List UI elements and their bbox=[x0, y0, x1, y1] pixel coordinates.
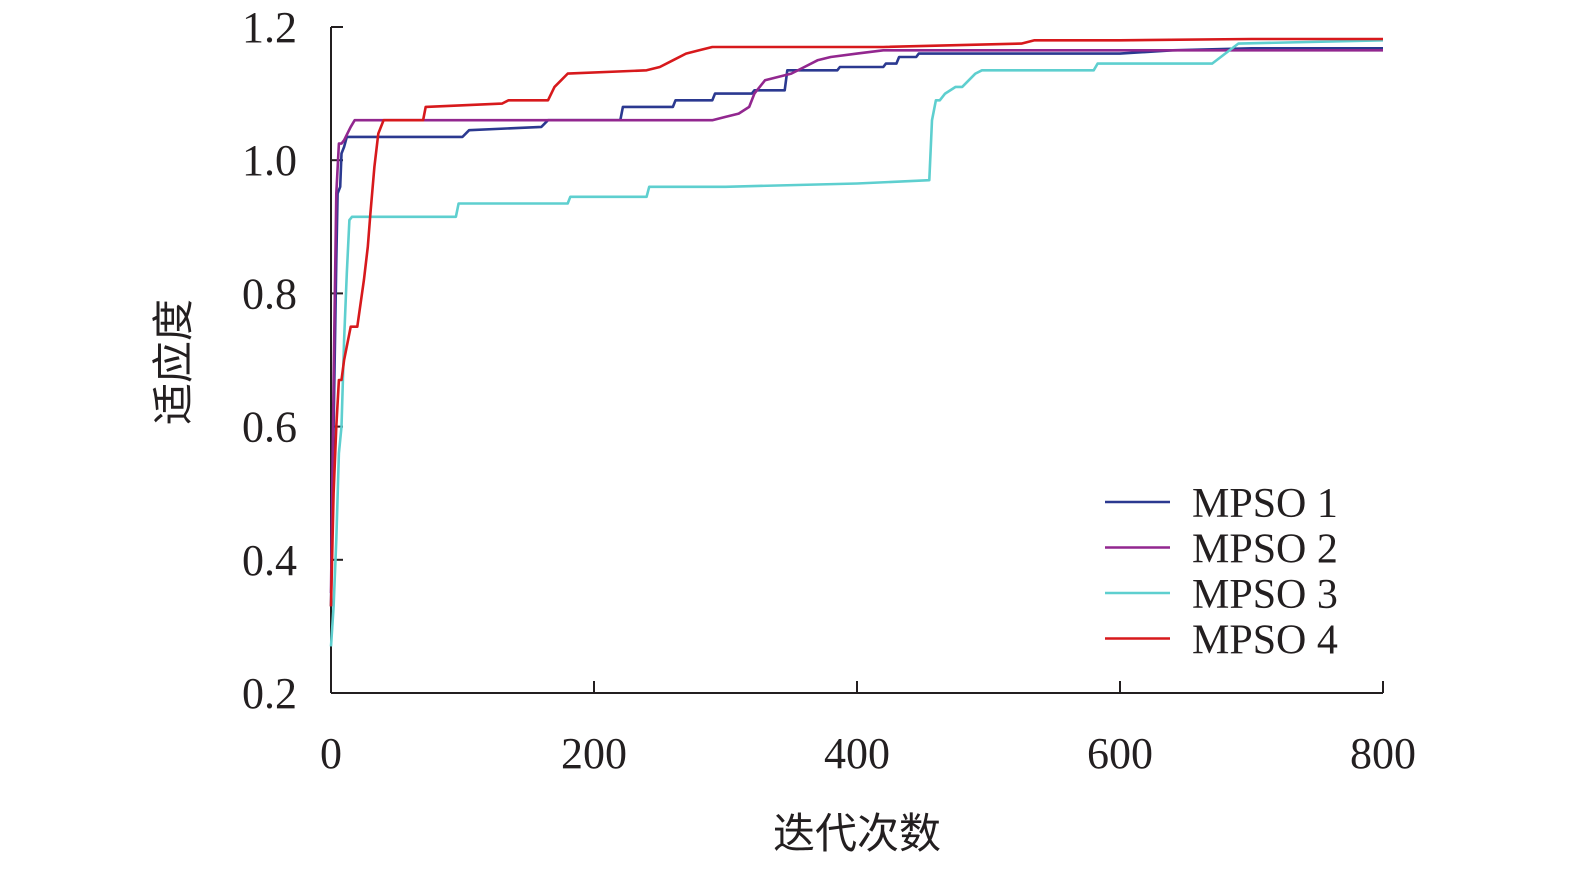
x-tick-label: 400 bbox=[824, 729, 890, 778]
x-tick-label: 0 bbox=[320, 729, 342, 778]
y-tick-label: 0.2 bbox=[242, 669, 297, 718]
y-tick-label: 1.0 bbox=[242, 136, 297, 185]
y-tick-label: 0.4 bbox=[242, 536, 297, 585]
series-line-mpso-1 bbox=[329, 47, 1383, 607]
y-tick-label: 0.8 bbox=[242, 269, 297, 318]
y-tick-label: 1.2 bbox=[242, 3, 297, 52]
series-line-mpso-4 bbox=[329, 37, 1383, 607]
series-line-mpso-2 bbox=[329, 49, 1383, 594]
x-tick-label: 600 bbox=[1087, 729, 1153, 778]
series-lines bbox=[329, 37, 1384, 647]
x-tick-label: 800 bbox=[1350, 729, 1416, 778]
axes: 0.2 0.4 0.6 0.8 1.0 1.2 0 200 400 600 800 bbox=[242, 3, 1416, 778]
y-axis-title: 适应度 bbox=[149, 299, 198, 425]
series-line-mpso-3 bbox=[329, 39, 1384, 647]
legend-label: MPSO 4 bbox=[1192, 618, 1338, 664]
legend-label: MPSO 1 bbox=[1192, 481, 1338, 527]
legend-label: MPSO 2 bbox=[1192, 527, 1338, 573]
legend-label: MPSO 3 bbox=[1192, 572, 1338, 618]
y-tick-label: 0.6 bbox=[242, 403, 297, 452]
x-tick-label: 200 bbox=[561, 729, 627, 778]
x-axis-title: 迭代次数 bbox=[773, 809, 941, 858]
